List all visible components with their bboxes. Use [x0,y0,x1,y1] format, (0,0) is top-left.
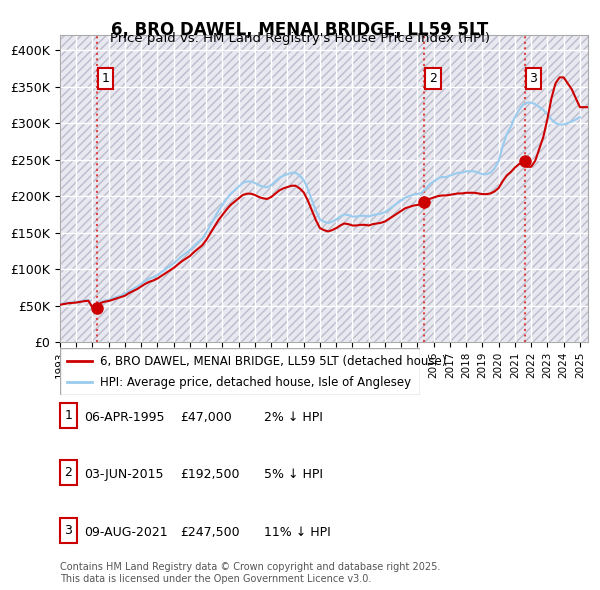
FancyBboxPatch shape [60,348,420,395]
Text: 03-JUN-2015: 03-JUN-2015 [84,468,163,481]
Text: 5% ↓ HPI: 5% ↓ HPI [264,468,323,481]
Text: 1: 1 [102,72,110,85]
Text: £192,500: £192,500 [180,468,239,481]
Text: HPI: Average price, detached house, Isle of Anglesey: HPI: Average price, detached house, Isle… [100,376,411,389]
Text: 2: 2 [429,72,437,85]
Text: 2% ↓ HPI: 2% ↓ HPI [264,411,323,424]
Text: Price paid vs. HM Land Registry's House Price Index (HPI): Price paid vs. HM Land Registry's House … [110,32,490,45]
Text: 2: 2 [64,466,73,480]
Text: 6, BRO DAWEL, MENAI BRIDGE, LL59 5LT: 6, BRO DAWEL, MENAI BRIDGE, LL59 5LT [112,21,488,39]
Text: 06-APR-1995: 06-APR-1995 [84,411,164,424]
Text: 3: 3 [64,524,73,537]
Text: 09-AUG-2021: 09-AUG-2021 [84,526,167,539]
Text: 6, BRO DAWEL, MENAI BRIDGE, LL59 5LT (detached house): 6, BRO DAWEL, MENAI BRIDGE, LL59 5LT (de… [100,355,446,368]
Text: 11% ↓ HPI: 11% ↓ HPI [264,526,331,539]
Text: £247,500: £247,500 [180,526,239,539]
Text: 3: 3 [530,72,538,85]
Text: £47,000: £47,000 [180,411,232,424]
Text: 1: 1 [64,409,73,422]
Text: Contains HM Land Registry data © Crown copyright and database right 2025.
This d: Contains HM Land Registry data © Crown c… [60,562,440,584]
